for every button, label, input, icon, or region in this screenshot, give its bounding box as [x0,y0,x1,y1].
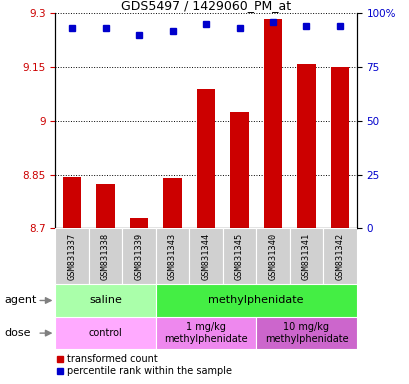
Bar [297,64,315,228]
Text: GSM831339: GSM831339 [134,233,143,280]
Bar [155,284,356,317]
Text: 1 mg/kg
methylphenidate: 1 mg/kg methylphenidate [164,322,247,344]
Bar [289,228,322,284]
Bar [263,19,281,228]
Text: GSM831344: GSM831344 [201,233,210,280]
Text: GSM831337: GSM831337 [67,233,76,280]
Text: 10 mg/kg
methylphenidate: 10 mg/kg methylphenidate [264,322,347,344]
Bar [256,317,356,349]
Bar [222,228,256,284]
Text: agent: agent [4,295,36,306]
Text: GSM831342: GSM831342 [335,233,344,280]
Text: saline: saline [89,295,122,306]
Bar [256,228,289,284]
Text: control: control [88,328,122,338]
Bar [55,317,155,349]
Text: GSM831340: GSM831340 [268,233,277,280]
Legend: transformed count, percentile rank within the sample: transformed count, percentile rank withi… [56,354,231,376]
Bar [122,228,155,284]
Bar [89,228,122,284]
Bar [63,177,81,228]
Text: GSM831343: GSM831343 [168,233,177,280]
Bar [163,178,181,228]
Bar [189,228,222,284]
Bar [55,284,155,317]
Bar [155,317,256,349]
Bar [230,112,248,228]
Text: methylphenidate: methylphenidate [208,295,303,306]
Bar [322,228,356,284]
Bar [196,89,215,228]
Text: GSM831345: GSM831345 [234,233,243,280]
Bar [55,228,89,284]
Bar [330,67,348,228]
Text: GSM831341: GSM831341 [301,233,310,280]
Title: GDS5497 / 1429060_PM_at: GDS5497 / 1429060_PM_at [121,0,290,12]
Bar [155,228,189,284]
Bar [96,184,115,228]
Text: dose: dose [4,328,31,338]
Text: GSM831338: GSM831338 [101,233,110,280]
Bar [130,218,148,228]
